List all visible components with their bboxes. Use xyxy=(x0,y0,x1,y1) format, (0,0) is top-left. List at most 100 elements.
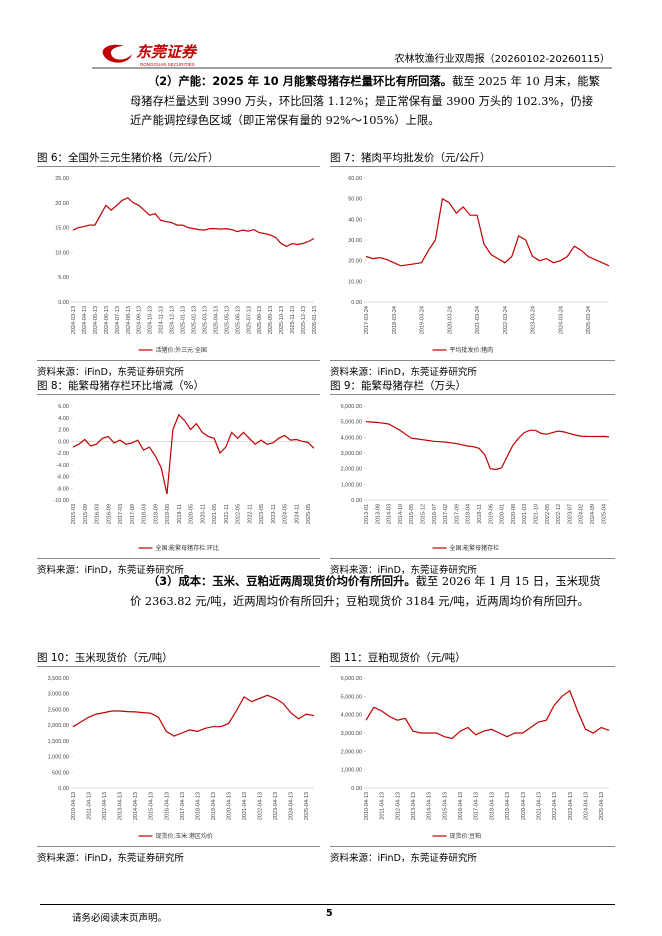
x-tick-label: 2025-05-13 xyxy=(224,306,230,334)
x-tick-label: 2023-03-24 xyxy=(531,306,537,334)
x-tick-label: 2024-05 xyxy=(283,504,289,524)
figure-source: 资料来源：iFinD，东莞证券研究所 xyxy=(330,565,477,576)
figure-rule xyxy=(330,846,615,847)
x-tick-label: 2015-04-13 xyxy=(442,792,448,820)
x-tick-label: 2023-11 xyxy=(271,504,277,524)
x-tick-label: 2025-05 xyxy=(306,504,312,524)
y-tick-label: 0.00 xyxy=(58,786,69,792)
x-tick-label: 2017-02 xyxy=(443,504,449,524)
figure-source: 资料来源：iFinD，东莞证券研究所 xyxy=(330,853,477,864)
y-tick-label: 15.00 xyxy=(55,226,69,232)
x-tick-label: 2025-02-13 xyxy=(192,306,198,334)
x-tick-label: 2020-08 xyxy=(511,504,517,524)
x-tick-label: 2024-07-13 xyxy=(115,306,121,334)
paragraph-lead: （2）产能：2025 年 10 月能繁母猪存栏量环比有所回落。 xyxy=(148,75,453,88)
paragraph-text: 截至 2025 年 10 月末，能繁母猪存栏量达到 3990 万头，环比回落 1… xyxy=(130,75,600,127)
x-tick-label: 2021-11 xyxy=(224,504,230,524)
x-tick-label: 2018-09 xyxy=(153,504,159,524)
figure-title: 图 10：玉米现货价（元/吨） xyxy=(37,652,173,664)
paragraph: （2）产能：2025 年 10 月能繁母猪存栏量环比有所回落。截至 2025 年… xyxy=(130,72,604,131)
y-tick-label: 4,000.00 xyxy=(341,435,362,441)
y-tick-label: 1,000.00 xyxy=(341,768,362,774)
y-tick-label: -4.00 xyxy=(56,463,69,469)
x-tick-label: 2015-05 xyxy=(409,504,415,524)
x-tick-label: 2012-04-13 xyxy=(102,792,108,820)
x-tick-label: 2024-06-13 xyxy=(104,306,110,334)
x-tick-label: 2023-04-13 xyxy=(568,792,574,820)
x-tick-label: 2024-10-13 xyxy=(148,306,154,334)
x-tick-label: 2024-02 xyxy=(579,504,585,524)
x-tick-label: 2018-04 xyxy=(466,504,472,524)
x-tick-label: 2015-12 xyxy=(421,504,427,524)
figure-title: 图 9：能繁母猪存栏（万头） xyxy=(330,380,467,392)
y-tick-label: 3,500.00 xyxy=(48,676,69,682)
x-tick-label: 2022-12 xyxy=(556,504,562,524)
chart: -10.00 -8.00 -6.00 -4.00 -2.00 0.00 2.00 4.00 6.… xyxy=(53,404,315,552)
x-tick-label: 2011-04-13 xyxy=(87,792,93,820)
y-tick-label: 2,500.00 xyxy=(48,707,69,713)
x-tick-label: 2011-04-13 xyxy=(380,792,386,820)
x-tick-label: 2019-11 xyxy=(177,504,183,524)
x-tick-label: 2017-09 xyxy=(454,504,460,524)
chart: 0.00 1,000.00 2,000.00 3,000.00 4,000.00 5,00… xyxy=(341,676,610,840)
x-tick-label: 2018-11 xyxy=(477,504,483,524)
x-tick-label: 2020-04-13 xyxy=(226,792,232,820)
y-tick-label: 20.00 xyxy=(348,259,362,265)
legend-label: 现货价:玉米:港区均价 xyxy=(156,832,213,840)
y-tick-label: -10.00 xyxy=(53,498,69,504)
data-line xyxy=(72,197,315,248)
data-line xyxy=(365,689,610,740)
legend-label: 平均批发价:猪肉 xyxy=(450,346,494,354)
header: 东莞证券 DONGGUAN SECURITIES 农林牧渔行业双周报（20260… xyxy=(92,43,612,69)
x-tick-label: 2022-04-13 xyxy=(258,792,264,820)
x-tick-label: 2019-04-13 xyxy=(505,792,511,820)
x-tick-label: 2025-06-13 xyxy=(235,306,241,334)
figure-rule xyxy=(37,666,320,667)
y-tick-label: 0.00 xyxy=(58,439,69,445)
x-tick-label: 2018-04-13 xyxy=(489,792,495,820)
x-tick-label: 2014-03 xyxy=(387,504,393,524)
chart: 0.00 500.00 1,000.00 1,500.00 2,000.00 2,500.… xyxy=(48,676,315,840)
figure-rule xyxy=(330,558,615,559)
y-tick-label: 6.00 xyxy=(58,404,69,410)
x-tick-label: 2025-09-13 xyxy=(268,306,274,334)
figure-rule xyxy=(37,360,320,361)
paragraph: （3）成本：玉米、豆粕近两周现货价均价有所回升。截至 2026 年 1 月 15… xyxy=(130,572,604,611)
x-tick-label: 2019-03-24 xyxy=(420,306,426,334)
figure-source: 资料来源：iFinD，东莞证券研究所 xyxy=(37,367,184,378)
x-tick-label: 2016-07 xyxy=(432,504,438,524)
y-tick-label: 4,000.00 xyxy=(341,713,362,719)
y-tick-label: 500.00 xyxy=(52,770,69,776)
x-tick-label: 2025-04-13 xyxy=(213,306,219,334)
x-tick-label: 2018-03 xyxy=(142,504,148,524)
y-tick-label: -8.00 xyxy=(56,486,69,492)
x-tick-label: 2025-03-24 xyxy=(586,306,592,334)
y-tick-label: 4.00 xyxy=(58,416,69,422)
y-tick-label: 5,000.00 xyxy=(341,694,362,700)
x-tick-label: 2022-05 xyxy=(545,504,551,524)
x-tick-label: 2018-04-13 xyxy=(195,792,201,820)
x-tick-label: 2015-04-13 xyxy=(149,792,155,820)
x-tick-label: 2020-11 xyxy=(200,504,206,524)
x-tick-label: 2013-08 xyxy=(375,504,381,524)
figure-rule xyxy=(330,666,615,667)
y-tick-label: 3,000.00 xyxy=(341,731,362,737)
y-tick-label: 5.00 xyxy=(58,275,69,281)
x-tick-label: 2020-03-24 xyxy=(447,306,453,334)
x-tick-label: 2026-01-13 xyxy=(312,306,318,334)
logo-icon xyxy=(102,44,132,63)
paragraph-lead: （3）成本：玉米、豆粕近两周现货价均价有所回升。 xyxy=(148,575,416,588)
x-tick-label: 2016-09 xyxy=(106,504,112,524)
figure-rule xyxy=(330,360,615,361)
y-tick-label: 10.00 xyxy=(348,279,362,285)
y-tick-label: 5,000.00 xyxy=(341,420,362,426)
x-tick-label: 2022-11 xyxy=(247,504,253,524)
legend-label: 活猪价:外三元:全国 xyxy=(156,346,207,354)
x-tick-label: 2021-03-24 xyxy=(475,306,481,334)
x-tick-label: 2025-01-13 xyxy=(181,306,187,334)
data-line xyxy=(72,413,315,495)
y-tick-label: 0.00 xyxy=(58,300,69,306)
figure-source: 资料来源：iFinD，东莞证券研究所 xyxy=(37,853,184,864)
figure-source: 资料来源：iFinD，东莞证券研究所 xyxy=(330,367,477,378)
figure-title: 图 8：能繁母猪存栏环比增减（%） xyxy=(37,380,204,392)
